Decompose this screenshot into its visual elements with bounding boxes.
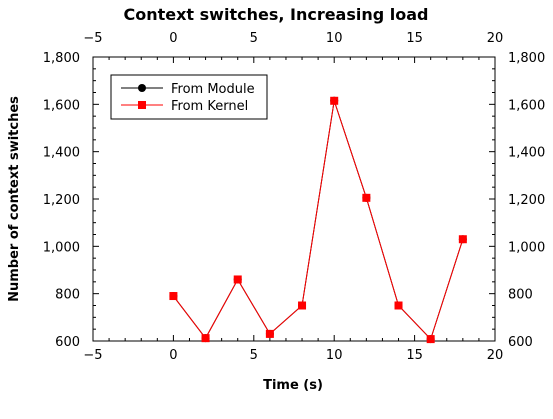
x-tick-label-bottom: 15 [406, 348, 423, 363]
data-point-from-kernel [394, 301, 403, 310]
x-tick-label-bottom: −5 [83, 348, 102, 363]
chart-title: Context switches, Increasing load [123, 5, 428, 24]
y-tick-label-left: 600 [55, 335, 80, 350]
y-tick-label-right: 1,200 [508, 193, 545, 208]
y-tick-label-right: 600 [508, 335, 533, 350]
series-line-from-kernel [173, 100, 464, 341]
x-tick-label-bottom: 10 [326, 348, 343, 363]
y-tick-label-right: 800 [508, 288, 533, 303]
legend-entry-from-module: From Module [121, 82, 255, 97]
data-point-from-kernel [169, 292, 178, 301]
x-tick-label-top: −5 [83, 31, 102, 46]
data-point-from-kernel [426, 335, 435, 344]
data-point-from-kernel [362, 193, 371, 202]
data-point-from-kernel [233, 275, 242, 284]
y-tick-label-left: 1,800 [43, 51, 80, 66]
y-tick-label-right: 1,800 [508, 51, 545, 66]
x-tick-label-top: 5 [250, 31, 258, 46]
data-point-from-kernel [458, 235, 467, 244]
y-tick-label-left: 1,400 [43, 146, 80, 161]
data-point-from-kernel [265, 329, 274, 338]
legend-label-from-kernel: From Kernel [171, 99, 248, 114]
y-tick-label-left: 1,200 [43, 193, 80, 208]
legend-entry-from-kernel: From Kernel [121, 99, 248, 114]
x-tick-label-top: 0 [169, 31, 177, 46]
x-tick-label-bottom: 5 [250, 348, 258, 363]
y-tick-label-right: 1,400 [508, 146, 545, 161]
y-tick-label-right: 1,000 [508, 240, 545, 255]
x-tick-label-bottom: 0 [169, 348, 177, 363]
y-tick-label-right: 1,600 [508, 98, 545, 113]
y-axis-label: Number of context switches [7, 96, 22, 302]
plot-area [92, 56, 496, 342]
x-tick-label-top: 15 [406, 31, 423, 46]
x-tick-label-bottom: 20 [487, 348, 504, 363]
tick-labels: −5 −5 0 0 5 5 10 10 15 15 20 20 600 600 800 800 1,000 1,0… [43, 31, 545, 363]
y-tick-label-left: 1,600 [43, 98, 80, 113]
legend-marker-from-kernel [138, 101, 146, 109]
x-tick-label-top: 10 [326, 31, 343, 46]
legend-marker-from-module [138, 84, 146, 92]
y-tick-label-left: 1,000 [43, 240, 80, 255]
y-tick-label-left: 800 [55, 288, 80, 303]
data-series [169, 96, 467, 344]
legend: From Module From Kernel [110, 74, 268, 120]
data-point-from-kernel [201, 334, 210, 343]
series-line-from-module [173, 100, 464, 341]
x-tick-label-top: 20 [487, 31, 504, 46]
series-from-module [169, 96, 467, 344]
legend-label-from-module: From Module [171, 82, 255, 97]
data-point-from-kernel [330, 96, 339, 105]
data-point-from-kernel [298, 301, 307, 310]
legend-box [110, 74, 268, 120]
x-axis-label: Time (s) [263, 378, 323, 393]
series-from-kernel [169, 96, 467, 344]
